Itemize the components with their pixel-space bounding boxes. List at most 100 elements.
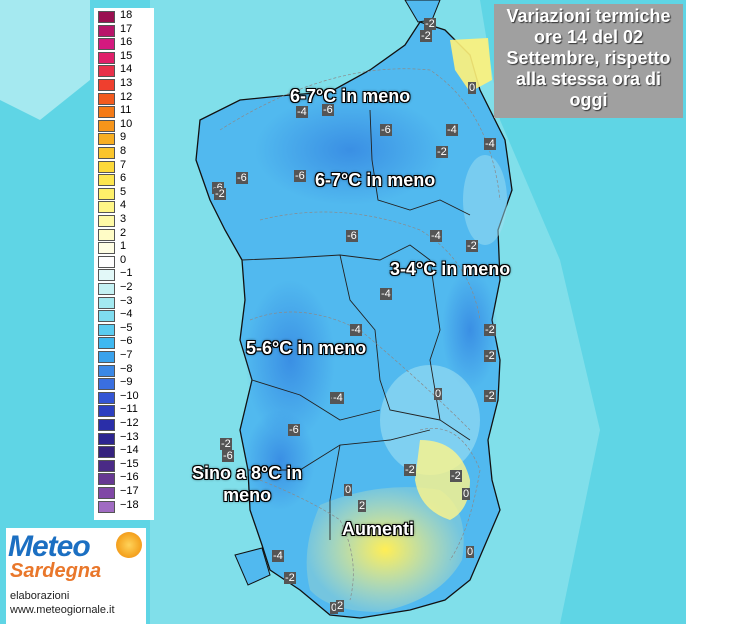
legend-row: 12	[98, 90, 154, 105]
legend-value: −15	[120, 457, 139, 470]
legend-row: −13	[98, 430, 154, 445]
legend-value: 5	[120, 185, 127, 198]
legend-value: −9	[120, 376, 133, 389]
title-line: Settembre, rispetto	[506, 48, 671, 68]
legend-row: 2	[98, 226, 154, 241]
legend-value: −3	[120, 294, 133, 307]
legend-swatch	[98, 283, 115, 295]
logo-credit: elaborazioni	[10, 590, 70, 602]
legend-value: −2	[120, 281, 133, 293]
contour-value-label: -2	[484, 324, 496, 336]
legend-swatch	[98, 473, 115, 486]
legend-row: −2	[98, 281, 154, 295]
legend-row: 9	[98, 131, 154, 146]
legend-value: −5	[120, 321, 133, 334]
legend-row: −6	[98, 335, 154, 350]
warm-zone	[306, 487, 464, 612]
legend-row: −3	[98, 294, 154, 309]
contour-value-label: -4	[446, 124, 458, 136]
contour-value-label: -4	[430, 230, 442, 242]
contour-value-label: -2	[484, 350, 496, 362]
legend-value: −14	[120, 444, 139, 457]
legend-row: 3	[98, 213, 154, 227]
contour-value-label: -2	[484, 390, 496, 402]
legend-row: 16	[98, 36, 154, 51]
title-line: ore 14 del 02	[533, 27, 644, 47]
legend-swatch	[98, 391, 115, 404]
legend-value: 16	[120, 36, 133, 49]
legend-row: −18	[98, 498, 154, 513]
legend-swatch	[98, 174, 115, 187]
legend-swatch	[98, 337, 115, 350]
contour-value-label: 0	[468, 82, 477, 94]
legend-row: 11	[98, 104, 154, 119]
legend-value: −10	[120, 389, 139, 402]
legend-swatch	[98, 11, 115, 23]
contour-value-label: -6	[322, 104, 334, 116]
zone-label-north: 6-7°C in meno	[290, 86, 411, 106]
contour-value-label: -2	[436, 146, 448, 158]
contour-value-label: -2	[450, 470, 462, 482]
legend-row: −14	[98, 444, 154, 459]
legend-value: −11	[120, 403, 138, 416]
zone-label-west: 5-6°C in meno	[246, 338, 367, 358]
legend-swatch	[98, 38, 115, 51]
legend-value: −17	[120, 485, 139, 497]
mild-zone	[463, 155, 507, 245]
color-legend: 18 17 16 15 14 13 12 11 10 9 8 7 6 5 4 3 2 1 0 −1 −2 −3 −4 −5 −6…	[94, 8, 154, 520]
zone-line: Sino a 8°C in	[192, 463, 303, 483]
legend-value: 14	[120, 63, 133, 76]
zone-label-north-center: 6-7°C in meno	[315, 170, 436, 190]
contour-value-label: -2	[220, 438, 232, 450]
legend-row: 6	[98, 172, 154, 187]
contour-value-label: -6	[380, 124, 392, 136]
meteo-sardegna-logo: Meteo Sardegna elaborazioni www.meteogio…	[6, 528, 146, 624]
legend-value: −18	[120, 498, 139, 511]
legend-value: −13	[120, 430, 139, 443]
legend-swatch	[98, 487, 115, 499]
legend-value: 12	[120, 90, 133, 103]
contour-value-label: 0	[330, 602, 339, 614]
legend-swatch	[98, 106, 115, 119]
legend-swatch	[98, 201, 115, 214]
contour-value-label: -6	[236, 172, 248, 184]
contour-value-label: -4	[332, 392, 344, 404]
legend-swatch	[98, 24, 115, 37]
legend-swatch	[98, 310, 115, 323]
legend-swatch	[98, 459, 115, 472]
legend-row: 1	[98, 240, 154, 255]
islet	[234, 547, 271, 586]
mild-zone	[380, 365, 480, 475]
title-box: Variazioni termiche ore 14 del 02 Settem…	[494, 4, 683, 118]
legend-swatch	[98, 92, 115, 105]
legend-swatch	[98, 187, 115, 200]
contour-value-label: 2	[358, 500, 367, 512]
legend-value: 10	[120, 117, 133, 130]
contour-value-label: 0	[434, 388, 443, 400]
legend-swatch	[98, 133, 115, 146]
legend-row: 0	[98, 253, 154, 268]
province-borders	[241, 109, 471, 540]
legend-row: −17	[98, 485, 154, 499]
contour-value-label: -6	[294, 170, 306, 182]
legend-row: 15	[98, 50, 154, 64]
title-line: oggi	[569, 90, 608, 110]
legend-value: −16	[120, 471, 139, 484]
legend-swatch	[98, 500, 115, 513]
legend-row: −9	[98, 376, 154, 391]
logo-title: Meteo	[8, 530, 91, 563]
sun-icon	[116, 532, 142, 558]
legend-value: 0	[120, 253, 127, 266]
contour-value-label: 0	[466, 546, 475, 558]
legend-value: 7	[120, 158, 127, 171]
legend-value: 17	[120, 22, 133, 35]
legend-value: 2	[120, 226, 127, 239]
legend-row: 4	[98, 199, 154, 214]
contour-value-label: -2	[424, 18, 436, 30]
zone-label-east: 3-4°C in meno	[390, 259, 511, 279]
legend-swatch	[98, 419, 115, 431]
legend-swatch	[98, 228, 115, 241]
legend-value: 3	[120, 213, 127, 225]
legend-row: −4	[98, 308, 154, 323]
legend-swatch	[98, 215, 115, 227]
